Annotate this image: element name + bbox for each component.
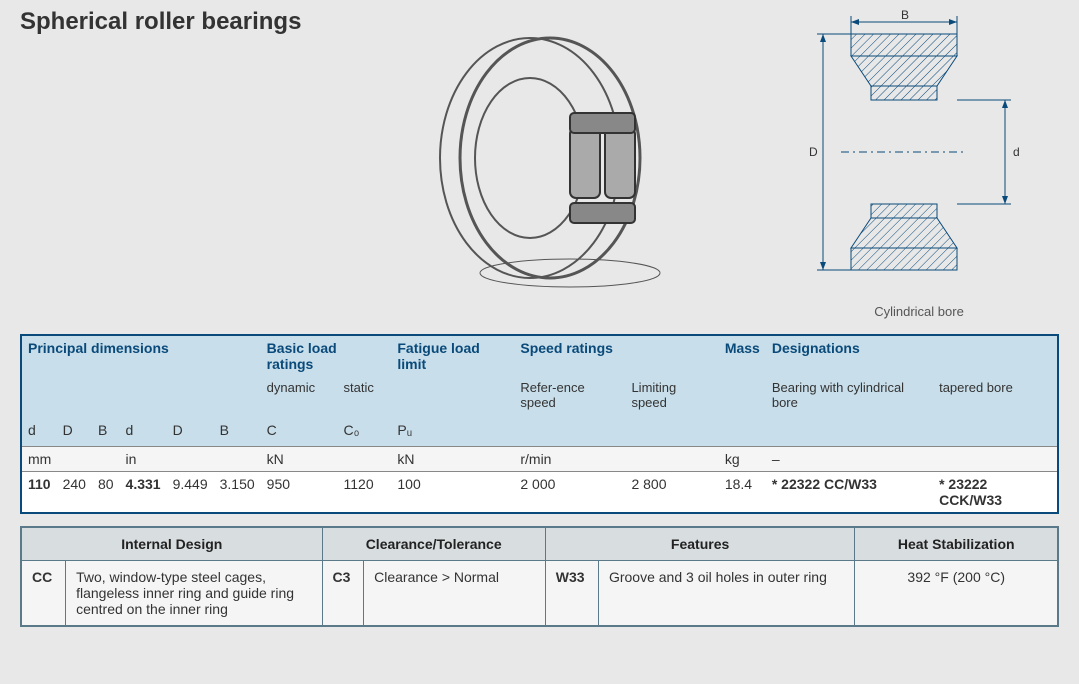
unit-in: in (120, 447, 261, 472)
val-C: 950 (261, 472, 338, 514)
hdr-speed: Speed ratings (514, 335, 718, 376)
val-D-in: 9.449 (167, 472, 214, 514)
design-code: CC (21, 561, 66, 627)
col-D-mm: D (57, 414, 92, 447)
feat-hdr-heat: Heat Stabilization (855, 527, 1058, 561)
hdr-fatigue: Fatigue load limit (391, 335, 514, 376)
val-d-in: 4.331 (120, 472, 167, 514)
unit-mm: mm (21, 447, 120, 472)
val-refspeed: 2 000 (514, 472, 625, 514)
hdr-principal: Principal dimensions (21, 335, 261, 376)
unit-dash: – (766, 447, 1058, 472)
val-B-in: 3.150 (214, 472, 261, 514)
heat-text: 392 °F (200 °C) (855, 561, 1058, 627)
val-B-mm: 80 (92, 472, 120, 514)
col-Pu: Pᵤ (391, 414, 514, 447)
val-D-mm: 240 (57, 472, 92, 514)
svg-text:d: d (1013, 145, 1020, 159)
val-desig-tap: * 23222 CCK/W33 (933, 472, 1058, 514)
sub-dynamic: dynamic (261, 376, 338, 414)
bearing-3d-icon (420, 18, 700, 298)
svg-text:D: D (809, 145, 818, 159)
feat-hdr-features: Features (545, 527, 855, 561)
hdr-desig: Designations (766, 335, 1058, 376)
page-title: Spherical roller bearings (20, 8, 340, 36)
col-B-in: B (214, 414, 261, 447)
schematic-icon: B D (789, 8, 1049, 298)
unit-rmin: r/min (514, 447, 718, 472)
bearing-render (360, 8, 759, 308)
design-text: Two, window-type steel cages, flangeless… (66, 561, 322, 627)
col-C: C (261, 414, 338, 447)
features-table: Internal Design Clearance/Tolerance Feat… (20, 526, 1059, 627)
dimensions-table: Principal dimensions Basic load ratings … (20, 334, 1059, 514)
svg-text:B: B (901, 8, 909, 22)
val-Pu: 100 (391, 472, 514, 514)
sub-refspeed: Refer-ence speed (514, 376, 625, 414)
val-d-mm: 110 (21, 472, 57, 514)
features-code: W33 (545, 561, 598, 627)
unit-kg: kg (719, 447, 766, 472)
schematic-caption: Cylindrical bore (874, 304, 964, 319)
val-desig-cyl: * 22322 CC/W33 (766, 472, 933, 514)
sub-cylbore: Bearing with cylindrical bore (766, 376, 933, 414)
col-D-in: D (167, 414, 214, 447)
feat-hdr-design: Internal Design (21, 527, 322, 561)
val-limspeed: 2 800 (625, 472, 718, 514)
col-B-mm: B (92, 414, 120, 447)
feat-hdr-clearance: Clearance/Tolerance (322, 527, 545, 561)
val-mass: 18.4 (719, 472, 766, 514)
sub-tapbore: tapered bore (933, 376, 1058, 414)
col-d-in: d (120, 414, 167, 447)
val-C0: 1120 (338, 472, 392, 514)
features-text: Groove and 3 oil holes in outer ring (598, 561, 854, 627)
col-C0: C₀ (338, 414, 392, 447)
clearance-text: Clearance > Normal (364, 561, 546, 627)
col-d-mm: d (21, 414, 57, 447)
sub-limspeed: Limiting speed (625, 376, 718, 414)
header-row: Spherical roller bearings (20, 8, 1059, 328)
unit-kN2: kN (391, 447, 514, 472)
unit-kN: kN (261, 447, 392, 472)
schematic-block: B D (779, 8, 1059, 319)
sub-static: static (338, 376, 392, 414)
clearance-code: C3 (322, 561, 364, 627)
hdr-load: Basic load ratings (261, 335, 392, 376)
hdr-mass: Mass (719, 335, 766, 376)
